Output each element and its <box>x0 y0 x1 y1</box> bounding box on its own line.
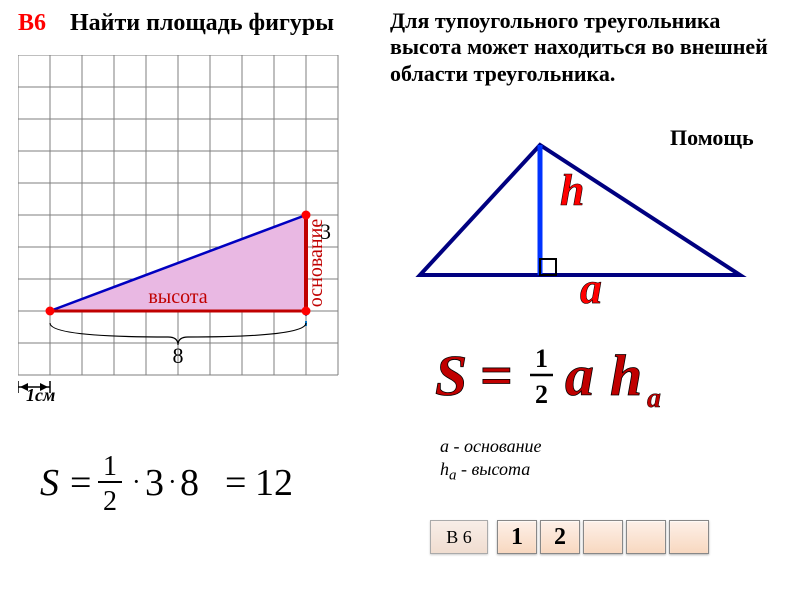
scale-label: 1см <box>26 385 55 406</box>
svg-text:S: S <box>40 462 59 504</box>
svg-text:2: 2 <box>535 380 548 409</box>
description-text: Для тупоугольного треугольника высота мо… <box>390 8 770 87</box>
svg-text:1: 1 <box>535 344 548 373</box>
svg-text:·: · <box>168 467 177 496</box>
note-a: a - основание <box>440 435 542 458</box>
svg-text:2: 2 <box>103 486 117 517</box>
answer-digit-2[interactable]: 2 <box>540 520 580 554</box>
answer-digit-3[interactable] <box>583 520 623 554</box>
svg-text:12: 12 <box>255 462 293 504</box>
answer-digit-5[interactable] <box>669 520 709 554</box>
svg-text:a: a <box>580 264 602 305</box>
svg-text:высота: высота <box>148 286 207 308</box>
svg-text:·: · <box>132 467 141 496</box>
grid-figure: высотаоснование38 <box>18 55 368 405</box>
svg-text:=: = <box>480 343 513 408</box>
answer-label: В 6 <box>430 520 488 554</box>
svg-text:a: a <box>647 383 661 414</box>
svg-text:8: 8 <box>180 462 199 504</box>
title-prefix: В6 <box>18 10 46 36</box>
svg-text:8: 8 <box>173 343 184 368</box>
calculation: S=12·3·8=12 <box>40 440 360 535</box>
svg-text:=: = <box>225 462 246 504</box>
answer-digit-4[interactable] <box>626 520 666 554</box>
svg-text:a: a <box>565 343 594 408</box>
svg-text:1: 1 <box>103 451 117 482</box>
note-h: ha - высота <box>440 458 542 486</box>
area-formula: S=12aha <box>435 325 735 430</box>
svg-text:3: 3 <box>320 219 331 244</box>
answer-row: В 6 1 2 <box>430 520 709 554</box>
svg-text:S: S <box>435 343 467 408</box>
svg-text:h: h <box>560 166 584 215</box>
answer-digit-1[interactable]: 1 <box>497 520 537 554</box>
formula-notes: a - основание ha - высота <box>440 435 542 486</box>
title: В6 Найти площадь фигуры <box>18 10 334 37</box>
help-triangle: ha <box>400 125 760 305</box>
svg-text:=: = <box>70 462 91 504</box>
svg-text:3: 3 <box>145 462 164 504</box>
title-main: Найти площадь фигуры <box>70 10 334 36</box>
svg-text:h: h <box>610 343 642 408</box>
